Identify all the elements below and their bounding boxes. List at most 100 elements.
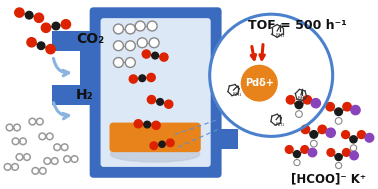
Circle shape (29, 118, 36, 125)
Circle shape (285, 146, 293, 153)
Circle shape (25, 11, 33, 19)
Bar (52, 31, 96, 51)
Circle shape (142, 50, 150, 58)
Text: Pdδ+: Pdδ+ (245, 78, 274, 88)
Circle shape (147, 21, 157, 31)
Circle shape (142, 125, 150, 132)
Circle shape (164, 100, 173, 108)
Bar (217, 129, 239, 149)
Circle shape (350, 145, 357, 151)
FancyBboxPatch shape (110, 123, 201, 152)
Circle shape (14, 124, 20, 131)
Circle shape (139, 75, 146, 82)
Circle shape (296, 111, 302, 117)
Circle shape (135, 21, 145, 31)
Circle shape (336, 163, 342, 169)
Circle shape (61, 144, 68, 151)
Circle shape (64, 156, 70, 162)
Circle shape (27, 38, 36, 47)
Circle shape (318, 125, 327, 134)
Circle shape (350, 136, 357, 143)
Text: TOF = 500 h⁻¹: TOF = 500 h⁻¹ (248, 19, 347, 32)
Circle shape (210, 14, 333, 136)
Circle shape (161, 125, 169, 132)
FancyBboxPatch shape (101, 18, 211, 167)
Circle shape (310, 131, 318, 138)
Circle shape (37, 42, 45, 50)
Circle shape (152, 121, 160, 129)
Circle shape (46, 133, 53, 140)
FancyBboxPatch shape (90, 7, 222, 178)
Circle shape (125, 41, 135, 51)
Circle shape (134, 120, 143, 128)
Circle shape (326, 102, 335, 111)
Text: NH₂: NH₂ (298, 96, 307, 101)
Circle shape (151, 125, 159, 132)
Circle shape (335, 154, 342, 160)
Text: CO₂: CO₂ (76, 32, 104, 46)
Circle shape (123, 125, 131, 132)
Circle shape (310, 140, 317, 147)
Circle shape (160, 53, 168, 61)
Circle shape (71, 156, 78, 162)
Circle shape (132, 125, 140, 132)
Circle shape (15, 8, 24, 17)
Circle shape (365, 133, 374, 142)
Ellipse shape (110, 146, 200, 162)
Circle shape (51, 158, 58, 164)
Circle shape (147, 95, 156, 104)
Circle shape (286, 96, 295, 104)
Circle shape (189, 125, 197, 132)
Circle shape (125, 24, 135, 34)
Circle shape (326, 128, 335, 137)
Circle shape (113, 125, 121, 132)
Circle shape (12, 138, 19, 145)
Circle shape (23, 154, 30, 160)
Circle shape (351, 105, 360, 115)
Circle shape (6, 124, 13, 131)
Circle shape (4, 164, 11, 170)
Text: [HCOO]⁻ K⁺: [HCOO]⁻ K⁺ (291, 172, 366, 185)
Circle shape (147, 73, 155, 81)
Circle shape (61, 20, 71, 29)
Circle shape (54, 144, 60, 151)
Circle shape (157, 99, 163, 105)
Circle shape (150, 142, 158, 149)
Circle shape (113, 24, 123, 34)
Circle shape (303, 96, 311, 104)
Circle shape (308, 148, 317, 157)
Circle shape (350, 151, 358, 160)
Circle shape (34, 13, 43, 22)
Circle shape (20, 138, 26, 145)
Circle shape (159, 141, 165, 147)
Circle shape (301, 125, 310, 134)
Circle shape (180, 125, 187, 132)
Circle shape (52, 22, 60, 30)
Circle shape (39, 133, 46, 140)
Bar (80, 51, 96, 85)
Circle shape (343, 102, 351, 111)
Circle shape (242, 65, 277, 101)
Text: NH₂: NH₂ (276, 33, 285, 37)
Circle shape (327, 149, 335, 156)
Circle shape (32, 167, 39, 174)
Circle shape (39, 167, 46, 174)
Circle shape (311, 99, 321, 108)
Circle shape (301, 146, 308, 153)
Circle shape (293, 151, 301, 158)
Circle shape (166, 139, 174, 147)
Circle shape (36, 118, 43, 125)
Text: H₂: H₂ (76, 88, 93, 102)
Circle shape (137, 38, 147, 48)
Text: NH₂: NH₂ (233, 92, 242, 97)
Circle shape (335, 108, 342, 115)
Circle shape (358, 131, 366, 139)
Circle shape (46, 45, 55, 54)
Circle shape (295, 101, 303, 109)
Bar (52, 85, 96, 105)
Circle shape (342, 149, 350, 156)
Circle shape (342, 131, 350, 139)
Circle shape (294, 160, 300, 166)
Circle shape (44, 158, 51, 164)
Circle shape (125, 58, 135, 67)
